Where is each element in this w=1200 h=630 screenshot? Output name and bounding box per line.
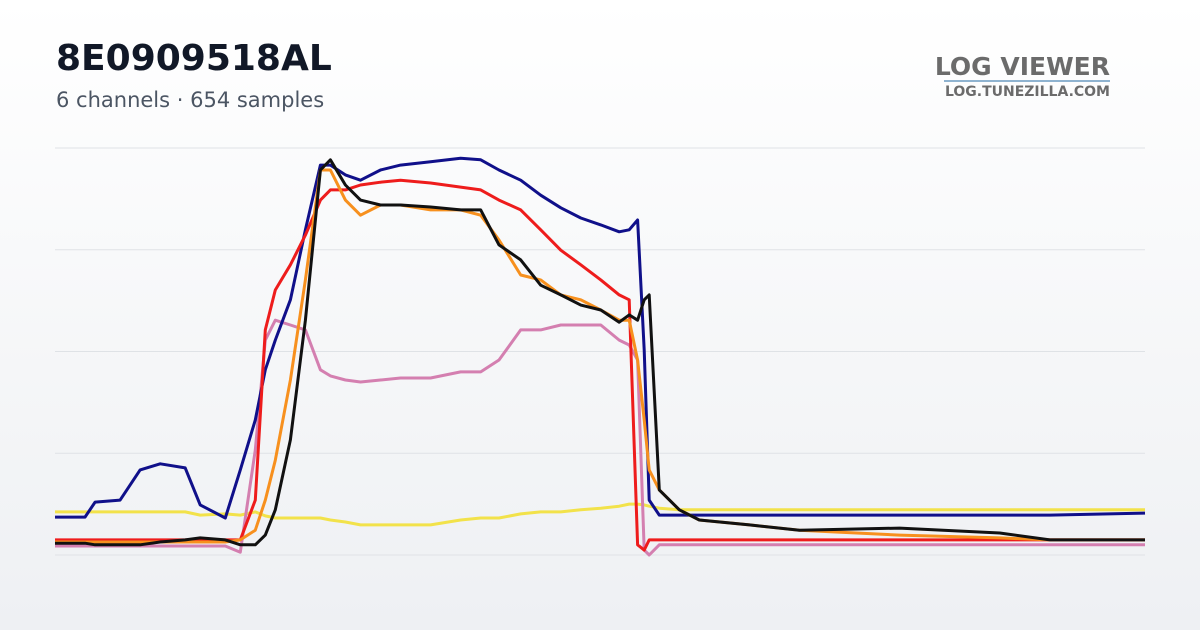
chart-title: 8E0909518AL [56, 38, 332, 79]
series-line [55, 158, 1145, 547]
series-line [55, 156, 1146, 520]
brand-url: LOG.TUNEZILLA.COM [945, 84, 1110, 100]
series-line [55, 502, 1145, 527]
series-line [55, 318, 1145, 557]
brand-name: LOG VIEWER [935, 52, 1110, 81]
chart-subtitle: 6 channels · 654 samples [56, 88, 324, 112]
series-line [55, 178, 1145, 552]
